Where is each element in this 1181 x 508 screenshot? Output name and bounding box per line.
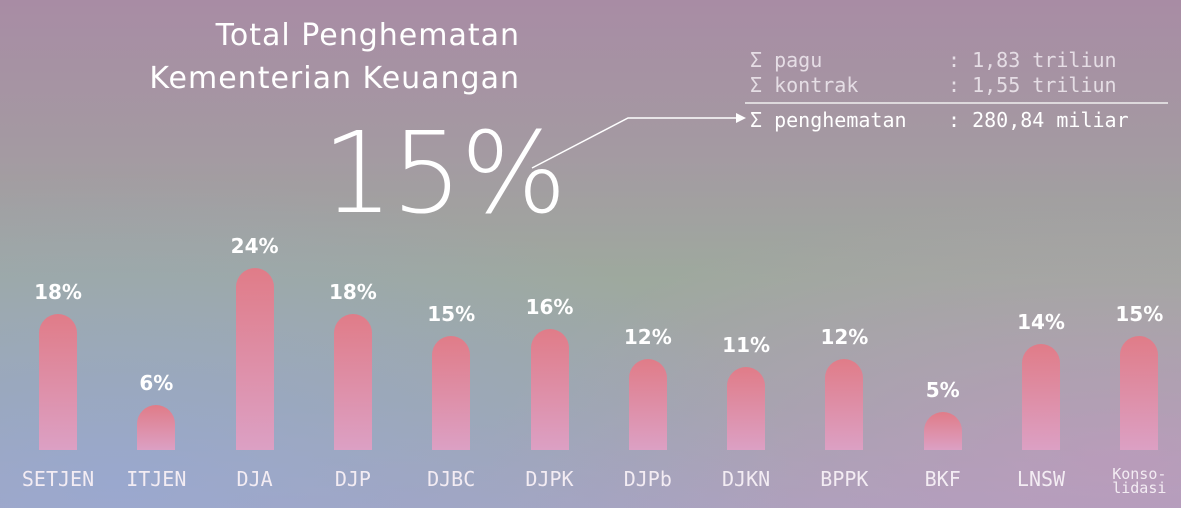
category-label: DJBC xyxy=(427,467,476,491)
value-label: 12% xyxy=(820,325,869,349)
value-label: 6% xyxy=(139,370,174,395)
summary-value: : 1,83 triliun xyxy=(948,48,1117,72)
value-label: 15% xyxy=(1115,302,1164,327)
category-label: DJPK xyxy=(525,467,574,491)
category-label: ITJEN xyxy=(126,467,187,491)
bar xyxy=(39,313,77,450)
category-label: DJP xyxy=(334,467,371,491)
summary-row: Σ penghematan : 280,84 miliar xyxy=(750,109,1129,131)
value-label: 24% xyxy=(230,234,279,258)
value-label: 18% xyxy=(328,279,377,304)
value-label: 11% xyxy=(722,332,771,357)
bar xyxy=(432,336,471,450)
bar xyxy=(825,359,864,450)
category-label: SETJEN xyxy=(21,467,95,491)
bar xyxy=(235,268,274,450)
bar xyxy=(530,328,569,450)
bar xyxy=(333,313,372,450)
summary-label: Σ pagu xyxy=(750,48,823,72)
category-label: BKF xyxy=(924,467,961,491)
summary-value: : 280,84 miliar xyxy=(948,108,1129,132)
value-label: 14% xyxy=(1017,309,1065,334)
category-label: DJKN xyxy=(722,467,771,491)
summary-label: Σ penghematan xyxy=(750,108,907,132)
category-label: DJA xyxy=(236,467,273,491)
category-label: LNSW xyxy=(1016,467,1066,491)
value-label: 5% xyxy=(925,378,960,403)
bar xyxy=(628,359,667,450)
bar xyxy=(1022,343,1060,450)
title: Total Penghematan Kementerian Keuangan xyxy=(149,14,520,100)
bar xyxy=(137,404,176,450)
category-label: DJPb xyxy=(623,467,672,491)
summary-row: Σ kontrak : 1,55 triliun xyxy=(750,74,1117,96)
title-line: Total Penghematan xyxy=(215,18,520,53)
value-label: 16% xyxy=(525,294,574,319)
value-label: 15% xyxy=(427,302,476,327)
headline: 15% xyxy=(322,109,567,239)
bar xyxy=(727,366,766,450)
title-line: Kementerian Keuangan xyxy=(149,61,520,96)
value-label: 18% xyxy=(34,279,82,304)
summary-value: : 1,55 triliun xyxy=(948,73,1117,97)
category-label: Konso- lidasi xyxy=(1112,465,1167,497)
category-label: BPPK xyxy=(820,467,869,491)
summary-label: Σ kontrak xyxy=(750,73,859,97)
value-label: 12% xyxy=(623,325,672,349)
summary-row: Σ pagu : 1,83 triliun xyxy=(750,49,1117,71)
bar xyxy=(1120,336,1159,450)
arrow-head xyxy=(736,113,746,123)
bar xyxy=(923,412,962,450)
arrow-line xyxy=(531,117,738,169)
